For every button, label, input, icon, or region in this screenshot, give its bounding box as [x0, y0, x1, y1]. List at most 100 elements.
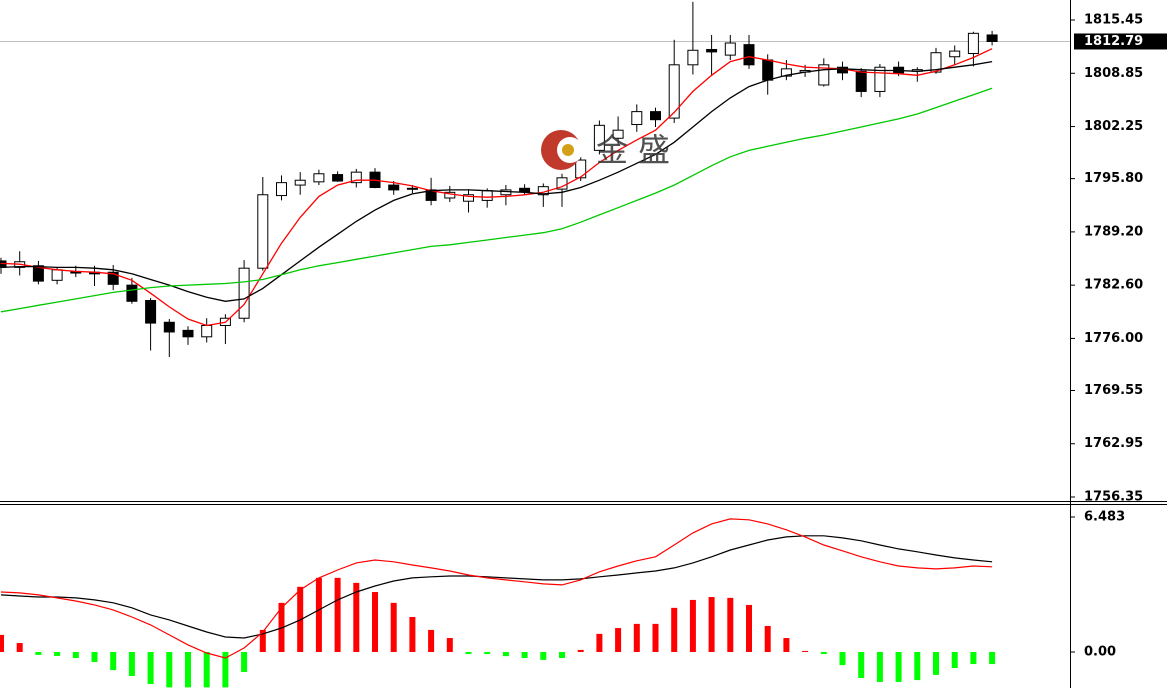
candle-body — [874, 66, 886, 92]
histogram-bar — [484, 651, 491, 655]
candle-body — [201, 325, 213, 338]
histogram-bar — [222, 651, 229, 688]
histogram-bar — [428, 629, 435, 652]
y-tick-label: 1815.45 — [1084, 13, 1143, 28]
candle-body — [350, 171, 362, 184]
histogram-bar — [390, 602, 397, 652]
histogram-bar — [259, 629, 266, 652]
candle-body — [332, 174, 344, 182]
candle-body — [762, 59, 774, 81]
histogram-bar — [353, 582, 360, 652]
y-tick-label: 1795.80 — [1084, 171, 1143, 186]
candle-body — [238, 267, 250, 319]
candle-body — [930, 52, 942, 73]
histogram-bar — [914, 651, 921, 681]
histogram-bar — [689, 599, 696, 652]
candle-body — [818, 64, 830, 86]
candle-body — [276, 182, 287, 197]
histogram-bar — [764, 625, 771, 652]
histogram-bar — [315, 577, 322, 652]
candle-body — [182, 329, 194, 338]
histogram-bar — [727, 597, 734, 652]
candle-body — [593, 124, 605, 151]
y-tick-label: 6.483 — [1084, 510, 1125, 525]
candle-body — [107, 271, 119, 285]
current-price-tag — [1074, 33, 1167, 50]
candle-body — [294, 179, 306, 186]
histogram-bar — [128, 651, 135, 676]
histogram-bar — [16, 643, 23, 652]
histogram-bar — [820, 651, 827, 655]
histogram-bar — [54, 651, 61, 656]
candle-body — [388, 184, 400, 191]
y-tick-label: 1776.00 — [1084, 331, 1143, 346]
moving-average — [0, 87, 993, 313]
histogram-bar — [540, 651, 547, 660]
y-tick-label: 1802.25 — [1084, 119, 1143, 134]
y-tick-label: 1782.60 — [1084, 278, 1143, 293]
histogram-bar — [970, 651, 977, 665]
histogram-bar — [334, 577, 341, 652]
histogram-bar — [596, 633, 603, 652]
candle-body — [650, 111, 661, 121]
current-price-label: 1812.79 — [1084, 34, 1143, 49]
y-tick-label: 1808.85 — [1084, 66, 1143, 81]
histogram-bar — [802, 650, 809, 652]
candle-body — [949, 50, 961, 58]
y-tick-label: 1789.20 — [1084, 224, 1143, 239]
y-tick-label: 1769.55 — [1084, 383, 1143, 398]
histogram-bar — [783, 638, 790, 652]
candle-body — [463, 194, 474, 202]
histogram-bar — [409, 617, 416, 652]
moving-average — [0, 48, 993, 327]
histogram-bar — [185, 651, 191, 688]
logo-text: 金盛 — [596, 131, 680, 169]
histogram-bar — [633, 623, 640, 652]
histogram-bar — [465, 651, 472, 655]
histogram-bar — [35, 651, 42, 655]
histogram-bar — [372, 592, 378, 652]
candle-body — [145, 299, 157, 324]
candle-body — [780, 68, 792, 77]
candle-body — [612, 129, 624, 139]
histogram-bar — [241, 651, 248, 672]
histogram-bar — [502, 651, 509, 657]
candle-body — [126, 284, 138, 302]
candle-body — [406, 187, 418, 190]
histogram-bar — [895, 651, 902, 682]
y-tick-label: 0.00 — [1084, 644, 1116, 659]
candle-body — [32, 265, 44, 282]
macd-line — [0, 535, 993, 639]
histogram-bar — [446, 638, 453, 652]
histogram-bar — [858, 651, 865, 679]
candle-body — [575, 159, 587, 179]
y-tick-label: 1762.95 — [1084, 436, 1143, 451]
histogram-bar — [577, 649, 584, 652]
moving-average — [0, 60, 993, 302]
histogram-bar — [615, 628, 622, 652]
histogram-bar — [166, 651, 173, 688]
candle-body — [257, 194, 269, 269]
candle-body — [51, 269, 63, 281]
histogram-bar — [652, 623, 659, 652]
histogram-bar — [933, 651, 939, 675]
candle-body — [743, 44, 755, 66]
candle-body — [724, 42, 736, 56]
histogram-bar — [203, 651, 210, 688]
candle-body — [313, 173, 325, 183]
candle-body — [519, 187, 531, 193]
candle-body — [967, 32, 979, 55]
candle-body — [668, 64, 680, 119]
candle-body — [631, 111, 643, 126]
histogram-bar — [989, 651, 996, 665]
histogram-bar — [110, 651, 117, 671]
logo: 金盛 — [541, 130, 680, 170]
candle-body — [163, 321, 175, 333]
macd-line — [0, 518, 993, 659]
histogram-bar — [521, 651, 528, 659]
histogram-bar — [671, 607, 678, 652]
candle-body — [687, 49, 699, 66]
candle-body — [500, 189, 512, 196]
